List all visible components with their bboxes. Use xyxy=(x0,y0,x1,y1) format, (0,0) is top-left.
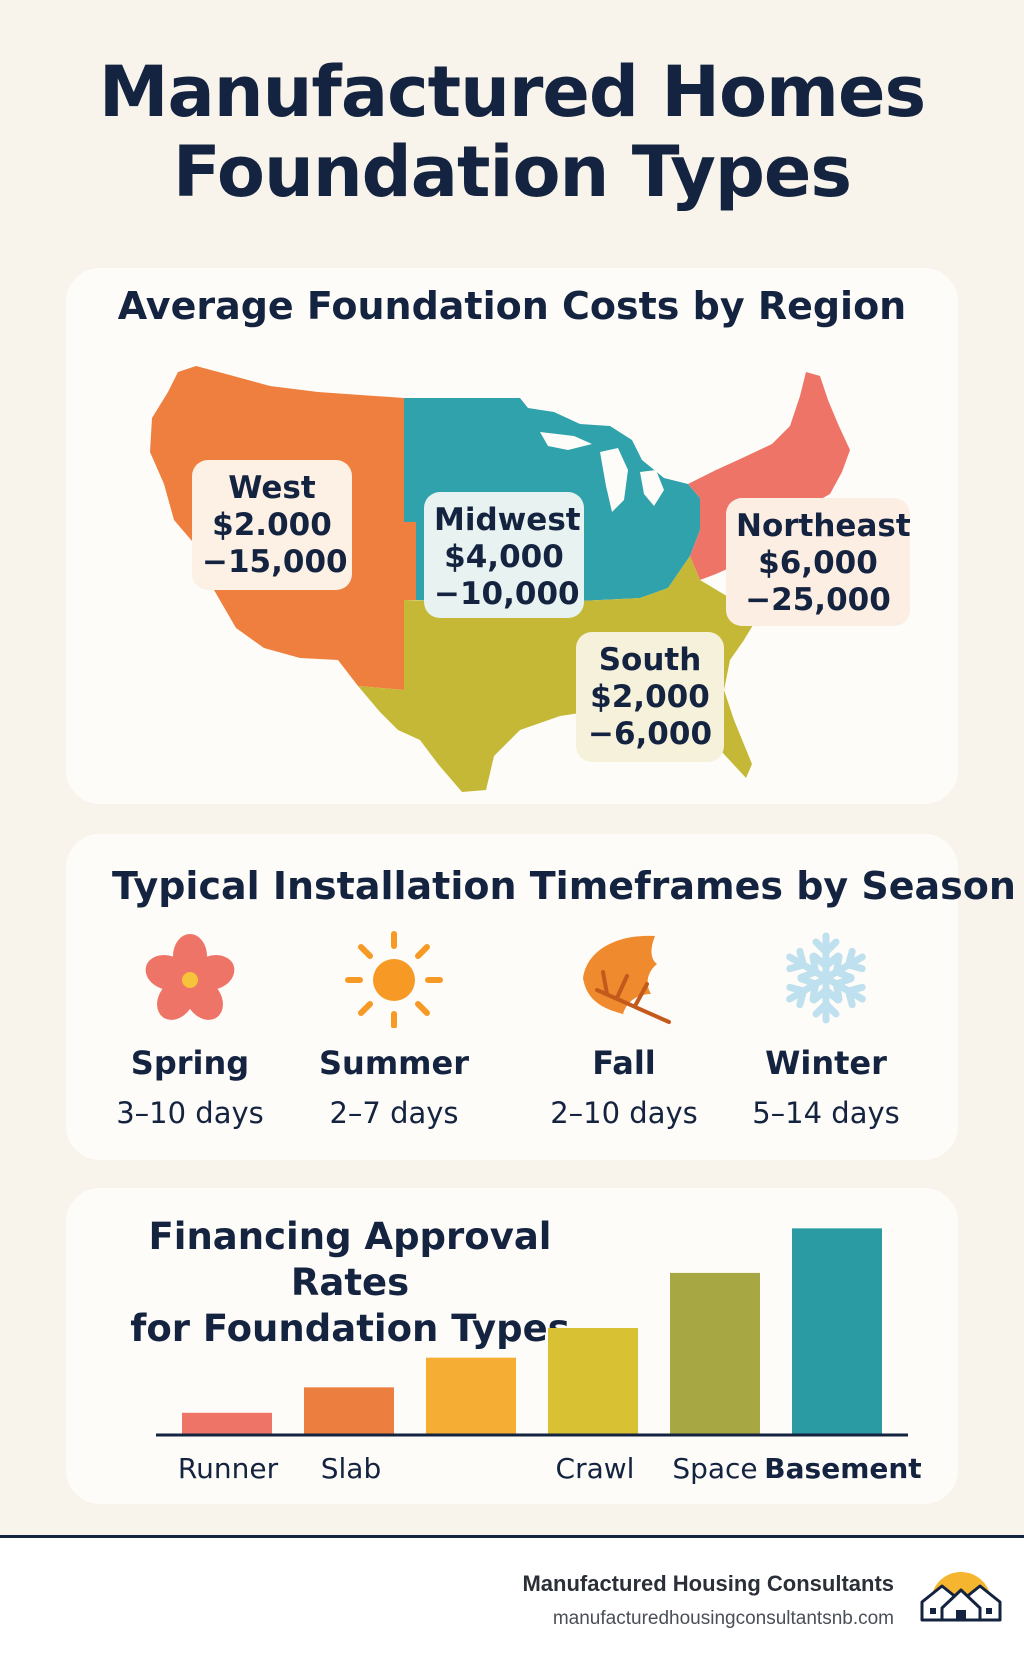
footer-brand: Manufactured Housing Consultants xyxy=(522,1571,894,1596)
leaf-icon xyxy=(524,924,724,1032)
season-days: 5–14 days xyxy=(752,1096,900,1130)
season-timeframes-title: Typical Installation Timeframes by Seaso… xyxy=(112,864,1016,908)
tick-label: Slab xyxy=(321,1452,381,1485)
season-name: Fall xyxy=(592,1044,656,1082)
tick-label: Basement xyxy=(764,1452,921,1485)
season-winter: Winter 5–14 days xyxy=(726,924,926,1130)
region-cost-high: −10,000 xyxy=(434,576,580,612)
region-cost-high: −6,000 xyxy=(587,716,713,752)
tick-label: Runner xyxy=(178,1452,279,1485)
region-label-midwest: Midwest $4,000 −10,000 xyxy=(424,492,584,618)
footer-divider xyxy=(0,1535,1024,1538)
page-title-line1: Manufactured Homes xyxy=(98,51,926,133)
footer-url[interactable]: manufacturedhousingconsultantsnb.com xyxy=(552,1608,894,1629)
sun-icon xyxy=(294,924,494,1032)
region-cost-low: $2.000 xyxy=(212,507,332,543)
footer xyxy=(0,1538,1024,1666)
brand-logo-icon xyxy=(918,1562,1004,1626)
chart-title-line1: Financing Approval Rates xyxy=(148,1215,552,1304)
bar-crawl xyxy=(548,1328,638,1434)
region-cost-low: $2,000 xyxy=(590,679,710,715)
season-fall: Fall 2–10 days xyxy=(524,924,724,1130)
season-days: 2–7 days xyxy=(329,1096,459,1130)
region-name: Northeast xyxy=(736,508,911,544)
bar-basement xyxy=(792,1228,882,1434)
season-summer: Summer 2–7 days xyxy=(294,924,494,1130)
snowflake-icon xyxy=(726,924,926,1032)
season-name: Winter xyxy=(765,1044,887,1082)
season-name: Summer xyxy=(319,1044,469,1082)
chart-title: Financing Approval Rates for Foundation … xyxy=(110,1214,590,1352)
bar-unlabeled xyxy=(426,1357,516,1434)
flower-icon xyxy=(90,924,290,1032)
region-label-northeast: Northeast $6,000 −25,000 xyxy=(726,498,911,626)
region-label-west: West $2.000 −15,000 xyxy=(192,460,352,590)
region-name: Midwest xyxy=(434,502,581,538)
season-name: Spring xyxy=(130,1044,250,1082)
great-lakes-shape xyxy=(540,432,664,512)
bar-runner xyxy=(182,1412,272,1434)
region-costs-title: Average Foundation Costs by Region xyxy=(117,284,907,328)
region-cost-high: −25,000 xyxy=(745,582,891,618)
bar-slab xyxy=(304,1387,394,1434)
bar-space xyxy=(670,1272,760,1434)
region-label-south: South $2,000 −6,000 xyxy=(576,632,724,762)
chart-title-line2: for Foundation Types xyxy=(130,1307,570,1350)
region-name: West xyxy=(228,470,316,506)
tick-label: Space xyxy=(672,1452,757,1485)
region-cost-high: −15,000 xyxy=(202,544,348,580)
season-days: 3–10 days xyxy=(116,1096,264,1130)
region-cost-low: $4,000 xyxy=(444,539,564,575)
tick-label: Crawl xyxy=(556,1452,635,1485)
region-cost-low: $6,000 xyxy=(758,545,878,581)
page-title: Manufactured Homes Foundation Types xyxy=(0,52,1024,212)
region-name: South xyxy=(598,642,702,678)
page-title-line2: Foundation Types xyxy=(172,131,852,213)
season-days: 2–10 days xyxy=(550,1096,698,1130)
season-spring: Spring 3–10 days xyxy=(90,924,290,1130)
